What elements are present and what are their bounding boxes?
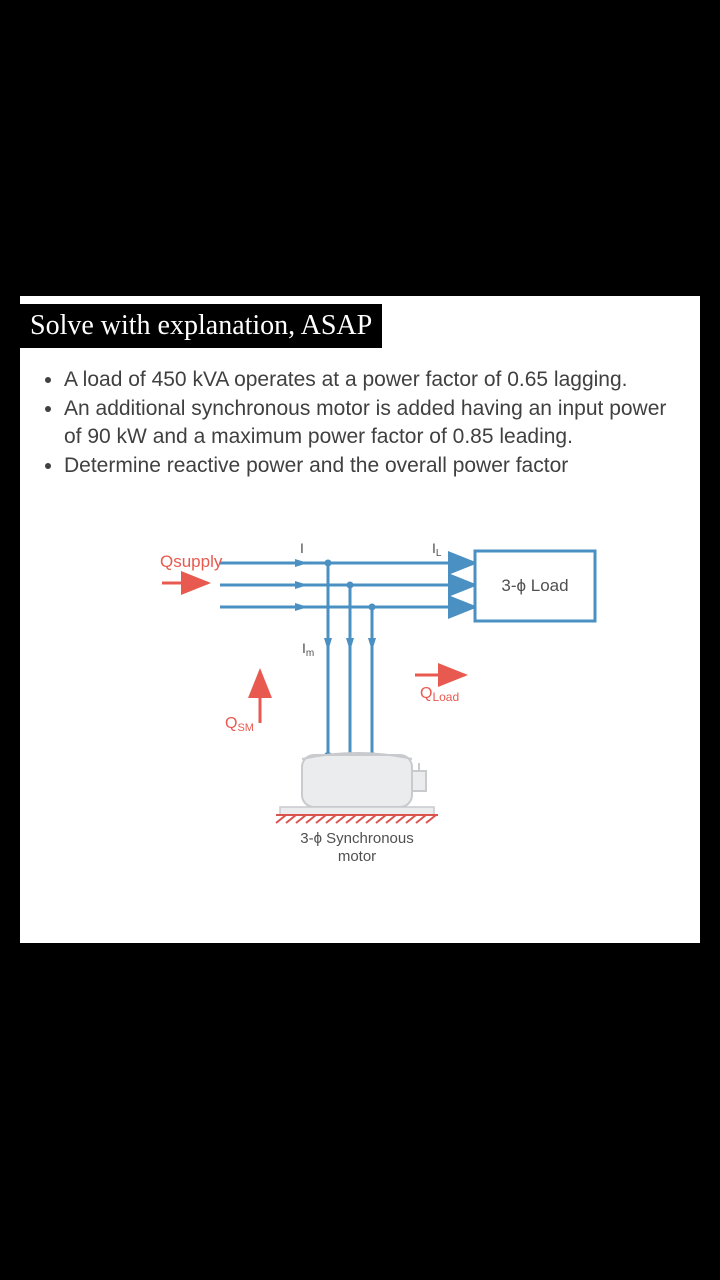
problem-text: A load of 450 kVA operates at a power fa… <box>20 348 700 493</box>
i-label: I <box>300 540 304 556</box>
qload-sub: Load <box>432 690 459 704</box>
content-area: Solve with explanation, ASAP A load of 4… <box>20 296 700 943</box>
circuit-diagram: 3-ϕ Load Qsupply I IL Im QLoad QSM <box>20 493 700 943</box>
qsm-sub: SM <box>237 722 254 734</box>
bullet-2: An additional synchronous motor is added… <box>64 395 678 450</box>
qload-label: Q <box>420 685 432 702</box>
qsm-label: Q <box>225 715 237 732</box>
il-sub: L <box>436 548 442 559</box>
svg-text:IL: IL <box>432 540 442 559</box>
banner: Solve with explanation, ASAP <box>20 304 382 348</box>
qsupply-label: Qsupply <box>160 552 223 571</box>
motor-label-1: 3-ϕ Synchronous <box>300 830 413 847</box>
bullet-3: Determine reactive power and the overall… <box>64 452 678 479</box>
svg-text:QLoad: QLoad <box>420 685 459 704</box>
motor-label-2: motor <box>338 848 376 865</box>
svg-text:QSM: QSM <box>225 715 254 734</box>
im-sub: m <box>306 648 314 659</box>
svg-text:Im: Im <box>302 640 314 659</box>
bullet-1: A load of 450 kVA operates at a power fa… <box>64 366 678 393</box>
banner-text: Solve with explanation, ASAP <box>30 310 372 341</box>
load-box-label: 3-ϕ Load <box>501 576 568 595</box>
